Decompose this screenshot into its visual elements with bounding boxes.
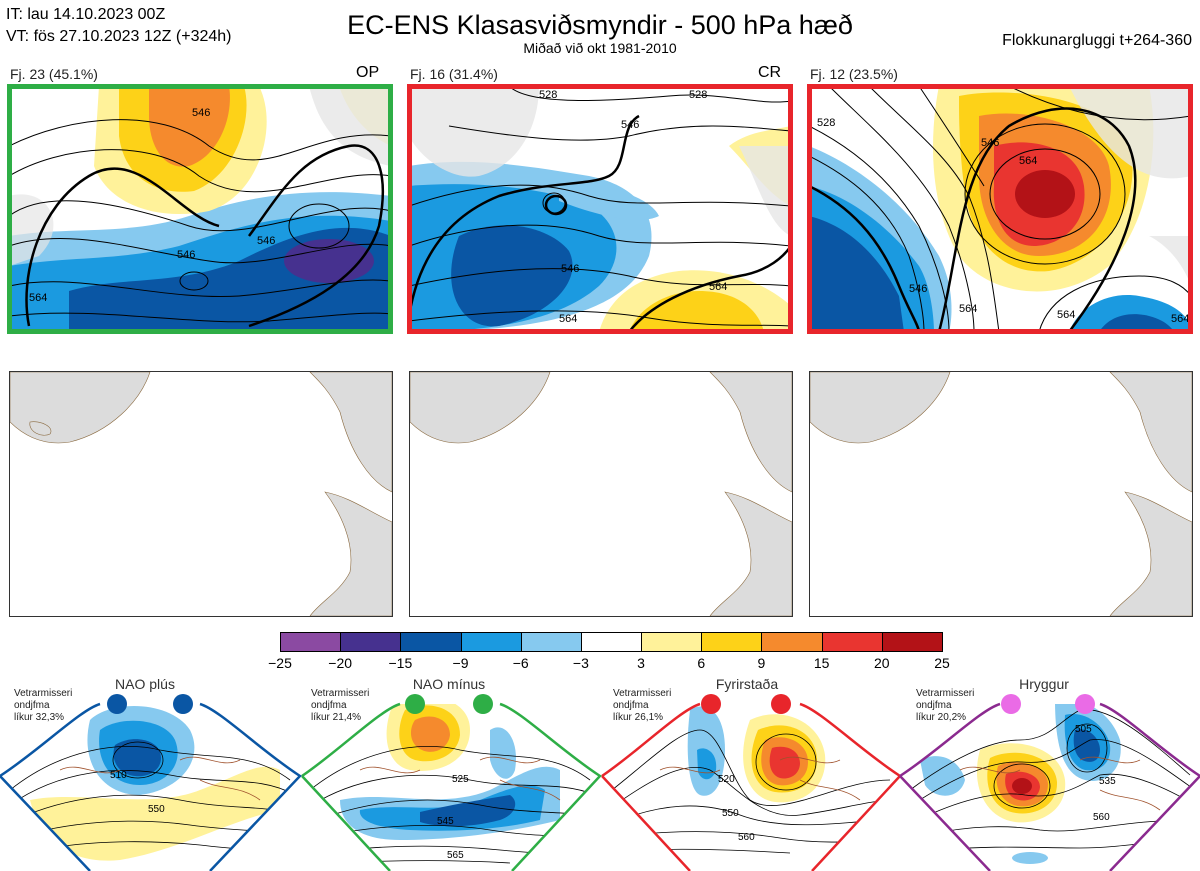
colorbar-cell [520, 632, 582, 652]
regime-4-title: Hryggur [1019, 676, 1069, 692]
regime-3-map: 520 550 560 [601, 702, 902, 871]
cluster-1-map: 546 546 546 564 [9, 86, 391, 332]
cluster-2-contour-5: 564 [709, 281, 727, 293]
regime-4-contour-1: 505 [1075, 724, 1092, 735]
regime-dot [1075, 694, 1095, 714]
colorbar-tick-label: 9 [757, 655, 766, 671]
colorbar-tick-label: 6 [697, 655, 706, 671]
cluster-2-contour-1: 528 [539, 89, 557, 101]
cluster-1-contour-2: 546 [257, 235, 275, 247]
cluster-2-map: 528 546 528 546 564 564 [409, 86, 791, 332]
colorbar-cell [580, 632, 643, 652]
colorbar-tick-label: 15 [813, 655, 830, 671]
colorbar-tick-label: 20 [874, 655, 890, 671]
colorbar-cell [340, 632, 402, 652]
colorbar-cell [460, 632, 522, 652]
cluster-3-contour-4: 546 [909, 283, 927, 295]
regime-1-note: Vetrarmisseri ondjfma líkur 32,3% [14, 688, 73, 723]
empty-map-3 [809, 371, 1193, 617]
cluster-2-label: Fj. 16 (31.4%) [410, 66, 498, 82]
colorbar-cell [701, 632, 763, 652]
regime-3-contour-2: 550 [722, 808, 739, 819]
regime-3-contour-3: 560 [738, 832, 755, 843]
cluster-3-contour-1: 528 [817, 117, 835, 129]
cluster-3-map: 528 546 564 546 564 564 564 [809, 86, 1191, 332]
regime-3-title: Fyrirstaða [715, 676, 779, 692]
cluster-3-contour-5: 564 [959, 303, 977, 315]
cluster-3-contour-7: 564 [1171, 313, 1189, 325]
header-info: IT: lau 14.10.2023 00Z VT: fös 27.10.202… [6, 4, 231, 48]
colorbar [280, 632, 943, 652]
colorbar-cell [881, 632, 943, 652]
regime-dot [771, 694, 791, 714]
empty-map-2 [409, 371, 793, 617]
colorbar-tick-label: −9 [452, 655, 469, 671]
cluster-2-contour-2: 546 [621, 119, 639, 131]
colorbar-cell [761, 632, 823, 652]
regime-dot [473, 694, 493, 714]
cluster-1-label: Fj. 23 (45.1%) [10, 66, 98, 82]
colorbar-tick-label: −25 [268, 655, 292, 671]
regime-4-note: Vetrarmisseri ondjfma líkur 20,2% [916, 688, 975, 723]
regime-dot [1001, 694, 1021, 714]
regime-2-map: 525 545 565 [301, 702, 602, 871]
regime-4-contour-2: 535 [1099, 776, 1116, 787]
empty-map-1 [9, 371, 393, 617]
cluster-2-tag: CR [758, 64, 782, 81]
cluster-3-label: Fj. 12 (23.5%) [810, 66, 898, 82]
regime-dot [107, 694, 127, 714]
regime-dot [701, 694, 721, 714]
regime-2-contour-2: 545 [437, 816, 454, 827]
cluster-3-contour-6: 564 [1057, 309, 1075, 321]
cluster-2-contour-3: 528 [689, 89, 707, 101]
regime-3-note: Vetrarmisseri ondjfma líkur 26,1% [613, 688, 672, 723]
cluster-2-contour-4: 546 [561, 263, 579, 275]
regime-dot [405, 694, 425, 714]
regime-2-title: NAO mínus [412, 676, 486, 692]
classification-window: Flokkunargluggi t+264-360 [1002, 32, 1192, 49]
regime-1-contour-1: 510 [110, 770, 127, 781]
cluster-3-contour-2: 546 [981, 137, 999, 149]
regime-1-title: NAO plús [115, 676, 175, 692]
regime-1-contour-2: 550 [148, 804, 165, 815]
regime-3-contour-1: 520 [718, 774, 735, 785]
colorbar-tick-label: 3 [637, 655, 645, 671]
regime-2-contour-1: 525 [452, 774, 469, 785]
cluster-2-contour-6: 564 [559, 313, 577, 325]
cluster-1-contour-4: 564 [29, 292, 47, 304]
page-subtitle: Miðað við okt 1981-2010 [523, 40, 677, 56]
regime-2-contour-3: 565 [447, 850, 464, 861]
valid-time: VT: fös 27.10.2023 12Z (+324h) [6, 28, 232, 45]
cluster-1-contour-1: 546 [177, 249, 195, 261]
colorbar-cell [280, 632, 342, 652]
regime-4-contour-3: 560 [1093, 812, 1110, 823]
initial-time: IT: lau 14.10.2023 00Z [6, 6, 166, 23]
colorbar-tick-label: −6 [512, 655, 529, 671]
regime-1-map: 510 550 [0, 702, 302, 871]
regime-4-map: 505 535 560 [899, 702, 1200, 871]
regime-dot [173, 694, 193, 714]
regime-maps: 510 550 525 545 565 [0, 702, 1200, 871]
cluster-1-tag: OP [356, 64, 380, 81]
colorbar-tick-label: −3 [572, 655, 589, 671]
colorbar-cell [641, 632, 703, 652]
cluster-1-contour-3: 546 [192, 107, 210, 119]
page-title: EC-ENS Klasasviðsmyndir - 500 hPa hæð [347, 10, 853, 40]
colorbar-cell [821, 632, 883, 652]
colorbar-cell [400, 632, 462, 652]
cluster-3-contour-3: 564 [1019, 155, 1037, 167]
colorbar-tick-label: 25 [934, 655, 950, 671]
colorbar-tick-label: −20 [328, 655, 353, 671]
colorbar-tick-label: −15 [388, 655, 413, 671]
regime-2-note: Vetrarmisseri ondjfma líkur 21,4% [311, 688, 370, 723]
